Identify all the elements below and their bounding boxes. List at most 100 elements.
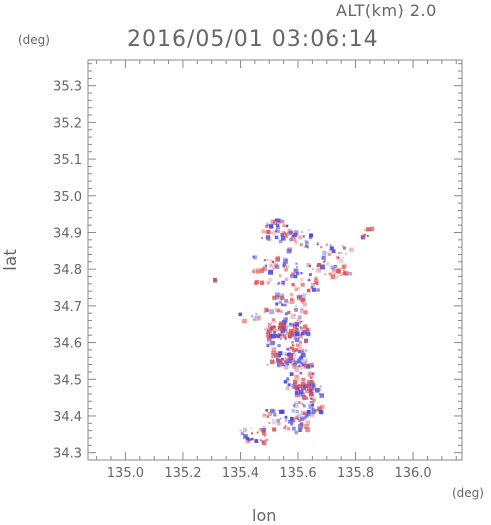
data-cell [366,227,371,232]
data-cell [240,431,245,436]
data-cell [263,434,267,438]
data-cell [301,352,306,358]
data-cell [326,262,330,266]
data-cell [264,264,268,267]
data-cell [283,259,289,264]
data-cell [339,251,343,255]
data-cell [272,418,275,421]
data-cell [318,388,322,392]
data-cell [253,318,256,321]
data-cell [298,340,303,345]
data-cell [289,323,291,325]
data-cell [317,263,321,267]
data-cell [268,422,271,424]
data-cell [328,272,332,276]
data-cell [304,363,309,368]
data-cell [290,314,296,319]
altitude-label: ALT(km) 2.0 [336,1,437,20]
data-cell [268,277,273,282]
data-cell [301,297,306,302]
data-cell [289,372,294,376]
data-cell [300,272,303,275]
data-cell [273,334,278,338]
data-cell [273,413,277,417]
data-cell [294,391,299,395]
data-cell [287,301,290,304]
data-cell [274,307,280,313]
data-cell [322,250,327,256]
data-cell [247,440,250,443]
data-cell [306,357,308,360]
data-cell [308,236,313,240]
data-cell [292,324,297,329]
data-cell [279,327,284,332]
y-tick-label: 35.2 [53,116,82,131]
data-cell [274,218,277,221]
data-cell [316,243,319,246]
data-cell [291,341,294,344]
data-cell [349,247,354,252]
data-cell [275,302,279,306]
data-cell [292,335,297,340]
data-cell [348,271,353,276]
x-tick-label: 135.6 [279,466,316,481]
data-cell [285,232,289,236]
data-cell [272,220,278,225]
data-cell [340,274,342,276]
data-cell [288,355,293,360]
data-cell [264,327,268,331]
data-cell [272,409,276,413]
data-cell [308,410,310,412]
data-cell [304,384,309,388]
data-cell [330,265,335,270]
data-cell [276,363,281,368]
data-cell [281,357,284,361]
data-cell [290,346,292,348]
data-cell [294,392,300,398]
data-cell [280,219,285,224]
x-tick-label: 135.4 [222,466,259,481]
y-tick-label: 34.3 [53,447,82,462]
data-cell [255,312,258,315]
data-cell [289,299,295,304]
data-cell [342,271,346,276]
data-cell [265,235,271,240]
data-cell [286,325,289,328]
data-cell [263,432,268,436]
data-cell [301,403,304,406]
data-cell [337,256,340,259]
data-cell [294,374,299,380]
data-cell [294,307,298,312]
data-cell [297,413,301,417]
data-cell [294,401,297,404]
data-cell [285,327,288,330]
data-cell [283,360,287,363]
data-cell [309,384,312,387]
data-cell [297,286,301,290]
data-cell [306,246,309,249]
data-cell [330,246,334,250]
data-cell [300,334,303,336]
data-cell [298,235,303,240]
data-cell [243,434,248,439]
data-cell [291,344,295,347]
data-cell [305,427,311,433]
data-cell [306,379,312,385]
data-cell [276,283,279,286]
data-cell [262,413,265,416]
data-cell [345,252,348,255]
y-tick-label: 34.6 [53,337,82,352]
data-cell [254,439,259,443]
data-cell [291,236,296,241]
data-cell [311,384,314,386]
data-cell [337,251,340,254]
data-cell [304,332,308,336]
data-cell [238,312,242,317]
x-tick-label: 135.2 [164,466,201,481]
data-cell [280,233,285,237]
data-cell [259,428,263,432]
data-cell [249,438,252,441]
data-cell [270,340,275,346]
data-cell [280,293,285,298]
data-cell [279,337,282,340]
